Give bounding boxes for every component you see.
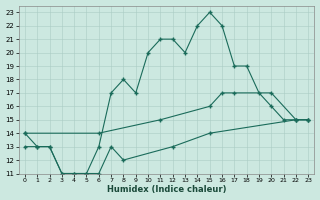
X-axis label: Humidex (Indice chaleur): Humidex (Indice chaleur): [107, 185, 226, 194]
